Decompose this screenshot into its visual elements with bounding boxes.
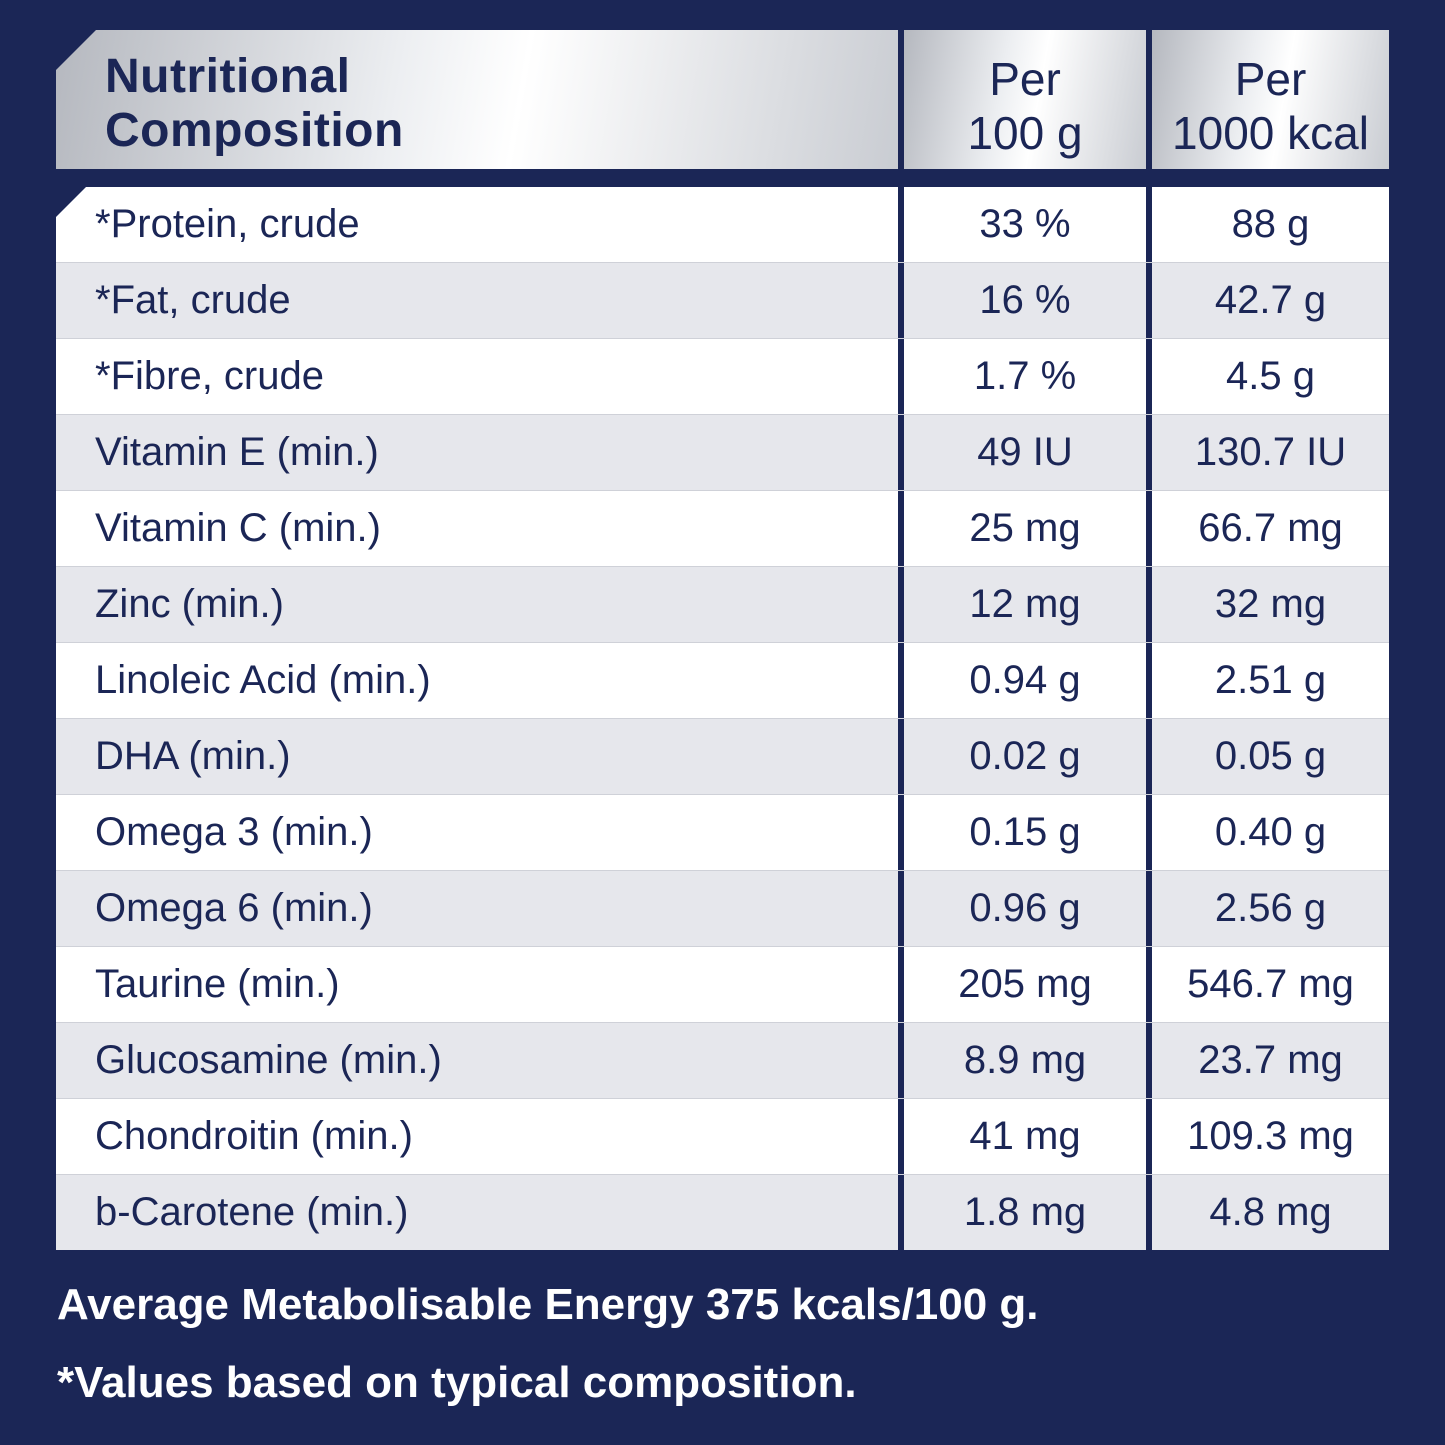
table-row: b-Carotene (min.) 1.8 mg 4.8 mg (56, 1175, 1389, 1251)
nutrition-table: Nutritional Composition Per 100 g Per 10… (56, 30, 1389, 1250)
table-row: *Protein, crude 33 % 88 g (56, 187, 1389, 263)
table-row: Taurine (min.) 205 mg 546.7 mg (56, 947, 1389, 1023)
header-col3-line2: 1000 kcal (1172, 107, 1369, 159)
row-divider (56, 718, 1389, 719)
value-per-100g: 8.9 mg (904, 1023, 1146, 1098)
row-divider (56, 794, 1389, 795)
value-per-1000kcal: 4.8 mg (1152, 1175, 1389, 1250)
nutrient-name: *Fat, crude (56, 263, 898, 338)
table-header: Nutritional Composition Per 100 g Per 10… (56, 30, 1389, 169)
header-per-100g: Per 100 g (904, 30, 1146, 169)
table-row: Omega 3 (min.) 0.15 g 0.40 g (56, 795, 1389, 871)
value-per-100g: 49 IU (904, 415, 1146, 490)
table-row: Vitamin C (min.) 25 mg 66.7 mg (56, 491, 1389, 567)
value-per-1000kcal: 23.7 mg (1152, 1023, 1389, 1098)
value-per-1000kcal: 109.3 mg (1152, 1099, 1389, 1174)
value-per-100g: 0.94 g (904, 643, 1146, 718)
table-row: *Fat, crude 16 % 42.7 g (56, 263, 1389, 339)
value-per-100g: 25 mg (904, 491, 1146, 566)
value-per-1000kcal: 66.7 mg (1152, 491, 1389, 566)
nutrient-name: *Fibre, crude (56, 339, 898, 414)
header-title-line2: Composition (105, 104, 404, 157)
value-per-1000kcal: 0.05 g (1152, 719, 1389, 794)
table-body: *Protein, crude 33 % 88 g *Fat, crude 16… (56, 187, 1389, 1251)
value-per-100g: 0.96 g (904, 871, 1146, 946)
row-divider (56, 1098, 1389, 1099)
value-per-100g: 1.8 mg (904, 1175, 1146, 1250)
header-col2-line2: 100 g (967, 107, 1083, 159)
nutrient-name: Vitamin C (min.) (56, 491, 898, 566)
table-row: Glucosamine (min.) 8.9 mg 23.7 mg (56, 1023, 1389, 1099)
table-row: Omega 6 (min.) 0.96 g 2.56 g (56, 871, 1389, 947)
value-per-1000kcal: 88 g (1152, 187, 1389, 262)
row-divider (56, 414, 1389, 415)
nutrient-name: Vitamin E (min.) (56, 415, 898, 490)
nutrient-name: Taurine (min.) (56, 947, 898, 1022)
header-per-1000kcal: Per 1000 kcal (1152, 30, 1389, 169)
nutrient-name: DHA (min.) (56, 719, 898, 794)
value-per-1000kcal: 4.5 g (1152, 339, 1389, 414)
table-row: Chondroitin (min.) 41 mg 109.3 mg (56, 1099, 1389, 1175)
value-per-1000kcal: 2.51 g (1152, 643, 1389, 718)
value-per-1000kcal: 546.7 mg (1152, 947, 1389, 1022)
row-divider (56, 566, 1389, 567)
nutrient-name: Omega 3 (min.) (56, 795, 898, 870)
value-per-100g: 0.15 g (904, 795, 1146, 870)
value-per-1000kcal: 0.40 g (1152, 795, 1389, 870)
value-per-1000kcal: 32 mg (1152, 567, 1389, 642)
table-row: *Fibre, crude 1.7 % 4.5 g (56, 339, 1389, 415)
typical-composition-note: *Values based on typical composition. (57, 1358, 857, 1407)
row-divider (56, 1022, 1389, 1023)
nutrient-name: Chondroitin (min.) (56, 1099, 898, 1174)
nutrient-name: Glucosamine (min.) (56, 1023, 898, 1098)
header-col3-line1: Per (1234, 53, 1307, 105)
value-per-1000kcal: 130.7 IU (1152, 415, 1389, 490)
header-col2-line1: Per (989, 53, 1061, 105)
value-per-100g: 12 mg (904, 567, 1146, 642)
value-per-100g: 33 % (904, 187, 1146, 262)
value-per-100g: 41 mg (904, 1099, 1146, 1174)
nutrient-name: b-Carotene (min.) (56, 1175, 898, 1250)
table-row: Linoleic Acid (min.) 0.94 g 2.51 g (56, 643, 1389, 719)
row-divider (56, 642, 1389, 643)
row-divider (56, 262, 1389, 263)
row-divider (56, 870, 1389, 871)
nutrient-name: Omega 6 (min.) (56, 871, 898, 946)
table-row: Zinc (min.) 12 mg 32 mg (56, 567, 1389, 643)
header-nutrient: Nutritional Composition (56, 30, 898, 169)
nutrient-name: *Protein, crude (56, 187, 898, 262)
nutrient-name: Zinc (min.) (56, 567, 898, 642)
value-per-1000kcal: 2.56 g (1152, 871, 1389, 946)
row-divider (56, 338, 1389, 339)
value-per-1000kcal: 42.7 g (1152, 263, 1389, 338)
header-title-line1: Nutritional (105, 50, 351, 103)
nutrient-name: Linoleic Acid (min.) (56, 643, 898, 718)
table-row: DHA (min.) 0.02 g 0.05 g (56, 719, 1389, 795)
energy-note: Average Metabolisable Energy 375 kcals/1… (57, 1280, 1039, 1329)
value-per-100g: 1.7 % (904, 339, 1146, 414)
value-per-100g: 16 % (904, 263, 1146, 338)
value-per-100g: 205 mg (904, 947, 1146, 1022)
row-divider (56, 946, 1389, 947)
row-divider (56, 1174, 1389, 1175)
row-divider (56, 490, 1389, 491)
table-row: Vitamin E (min.) 49 IU 130.7 IU (56, 415, 1389, 491)
value-per-100g: 0.02 g (904, 719, 1146, 794)
